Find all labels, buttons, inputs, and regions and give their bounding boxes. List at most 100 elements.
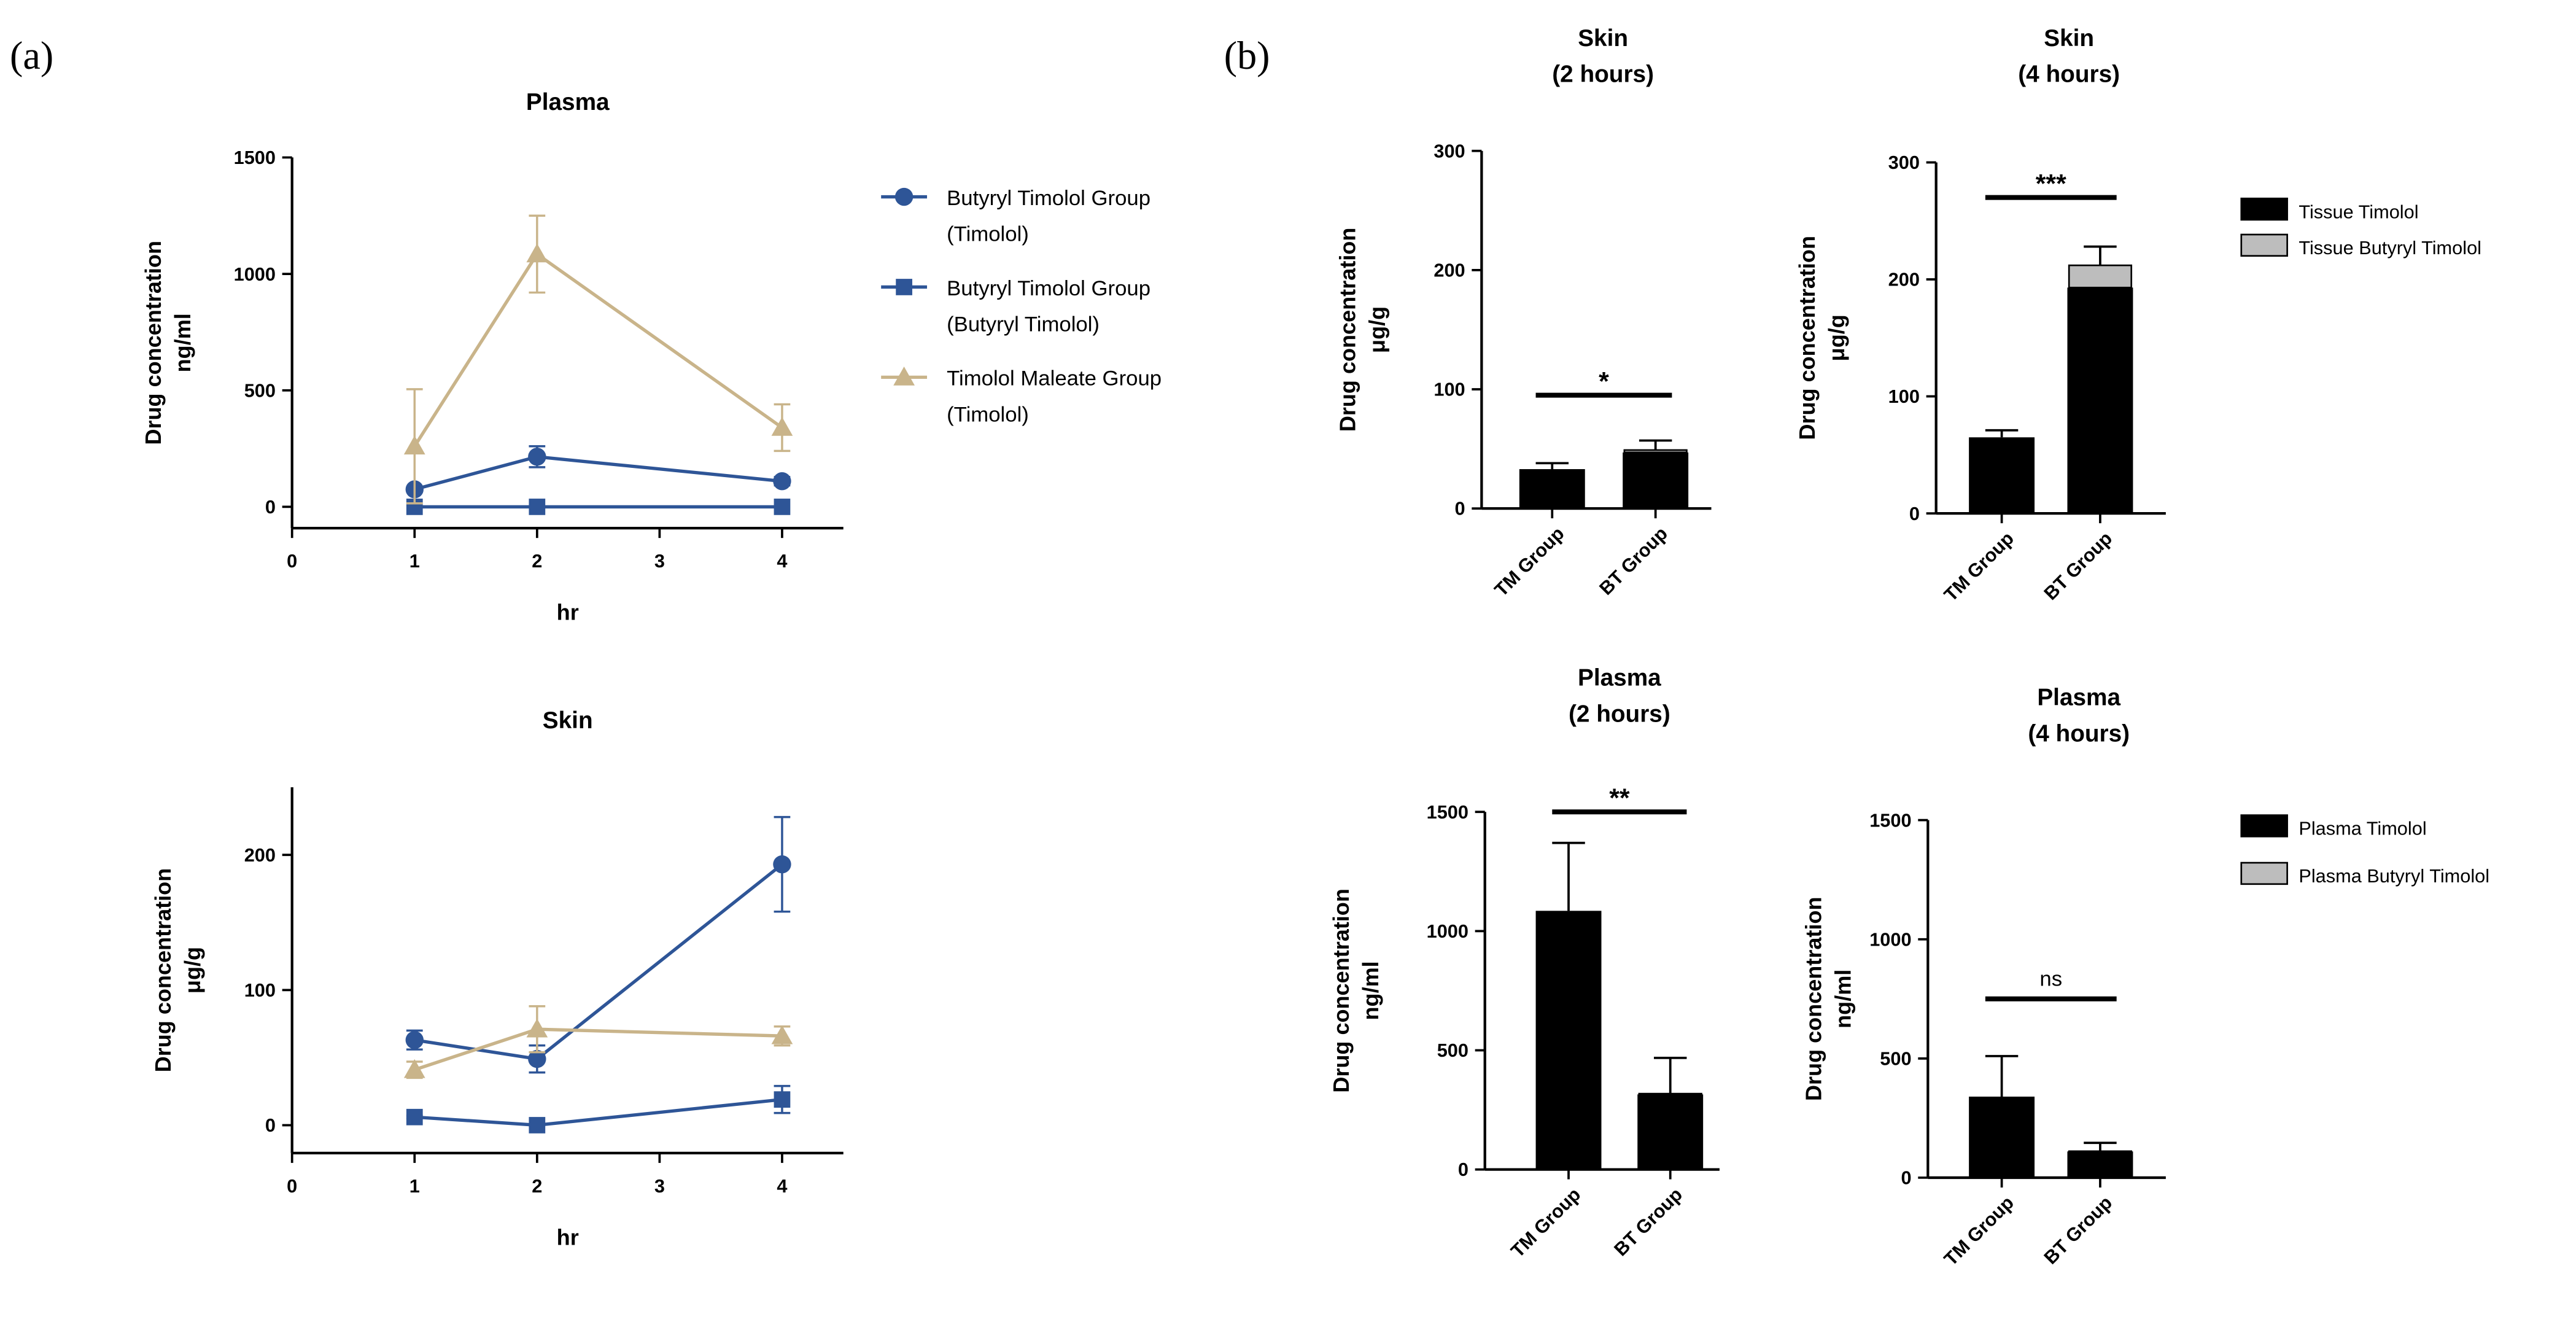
legend-label-line2: (Butyryl Timolol) bbox=[947, 313, 1100, 336]
x-tick-label: 0 bbox=[287, 550, 297, 572]
y-axis-label: Drug concentration ng/ml bbox=[1801, 897, 1856, 1102]
chart-title-line2: (4 hours) bbox=[2028, 720, 2130, 747]
y-axis-label: Drug concentration ng/ml bbox=[1329, 888, 1383, 1093]
y-axis-label-line1: Drug concentration bbox=[1329, 888, 1354, 1093]
legend-swatch bbox=[2240, 197, 2288, 221]
y-tick-label: 500 bbox=[1880, 1048, 1911, 1070]
data-point bbox=[774, 499, 791, 515]
y-axis-label-line2: μg/g bbox=[180, 947, 205, 993]
data-point bbox=[528, 448, 546, 466]
legend-label-line1: Timolol Maleate Group bbox=[947, 367, 1162, 391]
bar-tissue-butyryl-timolol bbox=[2068, 264, 2133, 289]
category-label: TM Group bbox=[1940, 1192, 2018, 1270]
data-point bbox=[528, 1049, 546, 1068]
data-point bbox=[403, 1059, 425, 1078]
chart-plasma-4-hours: Plasma (4 hours) 0 500 1000 1500 Drug concentr… bbox=[1801, 685, 2166, 1270]
y-tick-label: 0 bbox=[1901, 1167, 1911, 1189]
significance-label: ns bbox=[2039, 967, 2062, 990]
chart-title-line1: Skin bbox=[2044, 25, 2094, 52]
chart-title-line1: Plasma bbox=[2037, 685, 2120, 711]
legend-label-line1: Butyryl Timolol Group bbox=[947, 187, 1150, 210]
chart-skin-2-hours: Skin (2 hours) 0 100 200 300 Drug concentratio… bbox=[1335, 25, 1712, 601]
y-tick-label: 100 bbox=[1433, 379, 1465, 400]
y-tick-label: 200 bbox=[1433, 260, 1465, 281]
chart-plasma-line: Plasma 0 500 1000 1500 0 1 2 3 4 hr Drug concentrat… bbox=[141, 89, 844, 625]
chart-title-line2: (2 hours) bbox=[1552, 61, 1654, 88]
y-axis-label: Drug concentration μg/g bbox=[1335, 228, 1390, 432]
legend-skin-bars: Tissue Timolol Tissue Butyryl Timolol bbox=[2240, 197, 2481, 259]
panel-b-label: (b) bbox=[1224, 34, 1270, 77]
legend-label: Tissue Butyryl Timolol bbox=[2299, 237, 2481, 259]
x-axis-label: hr bbox=[557, 600, 579, 625]
y-axis-label-line1: Drug concentration bbox=[150, 868, 176, 1073]
y-tick-label: 1000 bbox=[234, 263, 276, 285]
category-label: BT Group bbox=[2039, 1192, 2116, 1269]
y-tick-label: 0 bbox=[265, 1114, 276, 1136]
y-axis-label-line1: Drug concentration bbox=[1794, 236, 1820, 440]
series-line bbox=[414, 455, 783, 491]
y-tick-label: 300 bbox=[1888, 152, 1920, 173]
legend-label-line2: (Timolol) bbox=[947, 403, 1029, 427]
y-axis-label-line1: Drug concentration bbox=[141, 241, 166, 445]
legend-label-line1: Butyryl Timolol Group bbox=[947, 277, 1150, 300]
bar-plasma-timolol bbox=[1969, 1096, 2035, 1178]
y-axis-label-line2: μg/g bbox=[1824, 314, 1849, 361]
y-tick-label: 100 bbox=[1888, 386, 1920, 407]
chart-title-line1: Skin bbox=[1578, 25, 1628, 52]
bar-tissue-timolol bbox=[1623, 452, 1689, 509]
x-tick-label: 2 bbox=[532, 1175, 542, 1197]
bar-plasma-timolol bbox=[1637, 1094, 1704, 1170]
y-axis-label-line2: μg/g bbox=[1365, 306, 1390, 353]
bar-plasma-timolol bbox=[1535, 911, 1602, 1170]
x-tick-label: 4 bbox=[777, 1175, 787, 1197]
x-tick-label: 4 bbox=[777, 550, 787, 572]
x-tick-label: 1 bbox=[409, 550, 420, 572]
chart-title: Skin (4 hours) bbox=[2018, 25, 2120, 88]
legend-label: Plasma Timolol bbox=[2299, 818, 2426, 839]
y-tick-label: 0 bbox=[1909, 503, 1920, 524]
chart-title-line2: (2 hours) bbox=[1569, 701, 1670, 727]
chart-title: Plasma bbox=[526, 89, 610, 115]
significance-label: *** bbox=[2036, 169, 2066, 199]
legend-swatch bbox=[2240, 814, 2288, 838]
data-point bbox=[406, 1108, 423, 1126]
legend-swatch bbox=[2240, 861, 2288, 885]
chart-title: Skin (2 hours) bbox=[1552, 25, 1654, 88]
x-axis-label: hr bbox=[557, 1224, 579, 1250]
circle-marker-icon bbox=[894, 187, 914, 206]
y-tick-label: 1500 bbox=[1869, 809, 1911, 831]
y-axis-label-line2: ng/ml bbox=[170, 313, 195, 372]
y-tick-label: 200 bbox=[1888, 269, 1920, 290]
y-tick-label: 0 bbox=[1458, 1159, 1468, 1180]
legend-label: Tissue Timolol bbox=[2299, 201, 2418, 222]
x-tick-label: 3 bbox=[654, 1175, 665, 1197]
y-axis-label-line2: ng/ml bbox=[1831, 970, 1856, 1028]
category-label: TM Group bbox=[1940, 527, 2018, 605]
legend-swatch bbox=[2240, 233, 2288, 257]
y-axis-label-line1: Drug concentration bbox=[1335, 228, 1360, 432]
legend-label: Plasma Butyryl Timolol bbox=[2299, 865, 2489, 887]
category-label: TM Group bbox=[1507, 1184, 1585, 1262]
bar-tissue-timolol bbox=[1969, 437, 2035, 514]
y-tick-label: 500 bbox=[1437, 1040, 1468, 1061]
data-point bbox=[773, 472, 791, 491]
bar-tissue-timolol bbox=[1519, 469, 1585, 509]
y-tick-label: 500 bbox=[244, 379, 276, 401]
chart-title: Plasma (2 hours) bbox=[1569, 665, 1670, 728]
data-point bbox=[773, 855, 791, 874]
x-tick-label: 3 bbox=[654, 550, 665, 572]
series-line bbox=[413, 252, 783, 448]
bar-tissue-timolol bbox=[2067, 287, 2133, 514]
y-axis-label: Drug concentration ng/ml bbox=[141, 241, 195, 445]
y-axis-label: Drug concentration μg/g bbox=[1794, 236, 1849, 440]
x-tick-label: 0 bbox=[287, 1175, 297, 1197]
y-axis-label-line2: ng/ml bbox=[1358, 961, 1383, 1020]
chart-skin-line: Skin 0 100 200 0 1 2 3 4 hr Drug concentration μg/g bbox=[150, 707, 844, 1250]
chart-title-line1: Plasma bbox=[1578, 665, 1661, 691]
y-axis-label-line1: Drug concentration bbox=[1801, 897, 1826, 1102]
square-marker-icon bbox=[896, 279, 912, 295]
chart-skin-4-hours: Skin (4 hours) 0 100 200 300 Drug concentratio… bbox=[1794, 25, 2166, 605]
y-tick-label: 1000 bbox=[1427, 920, 1468, 942]
chart-title: Plasma (4 hours) bbox=[2028, 685, 2130, 747]
data-point bbox=[405, 1031, 424, 1049]
